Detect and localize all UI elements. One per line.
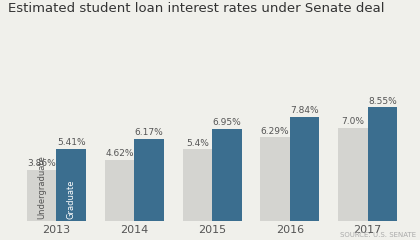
Bar [368,108,397,221]
Text: 4.62%: 4.62% [105,149,134,158]
Bar [338,128,368,221]
Text: Graduate: Graduate [67,179,76,219]
Text: 6.17%: 6.17% [135,128,163,138]
Bar [212,129,241,221]
Text: 7.84%: 7.84% [290,106,319,115]
Text: 3.86%: 3.86% [27,159,56,168]
Bar [56,149,86,221]
Text: 8.55%: 8.55% [368,97,397,106]
Text: 5.41%: 5.41% [57,138,86,148]
Text: 5.4%: 5.4% [186,139,209,148]
Bar [134,139,164,221]
Text: 6.29%: 6.29% [261,127,289,136]
Bar [105,160,134,221]
Bar [183,149,212,221]
Bar [290,117,320,221]
Bar [27,170,56,221]
Text: Undergraduate: Undergraduate [37,155,46,219]
Text: SOURCE: U.S. SENATE: SOURCE: U.S. SENATE [340,232,416,238]
Bar [260,138,290,221]
Text: 7.0%: 7.0% [341,117,365,126]
Text: 6.95%: 6.95% [213,118,241,127]
Text: Estimated student loan interest rates under Senate deal: Estimated student loan interest rates un… [8,2,385,15]
